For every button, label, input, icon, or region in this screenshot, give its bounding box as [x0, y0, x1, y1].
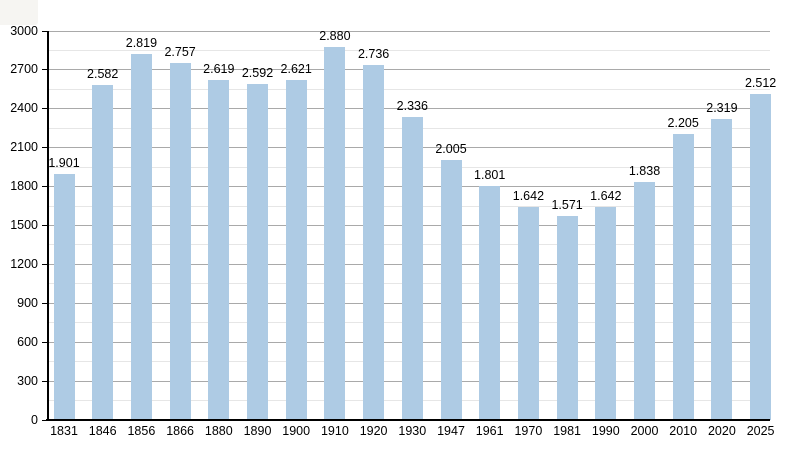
- x-tick-label-1981: 1981: [553, 424, 581, 438]
- major-gridline: [48, 108, 770, 110]
- bar-1890: [247, 83, 268, 420]
- y-tick-mark: [42, 341, 48, 343]
- bar-value-label: 1.642: [512, 189, 545, 204]
- bar-value-label: 1.571: [551, 198, 583, 213]
- y-tick-mark: [42, 186, 48, 188]
- y-axis-line: [47, 31, 49, 420]
- bar-1910: [324, 46, 346, 420]
- y-tick-mark: [42, 302, 48, 304]
- x-tick-label-2010: 2010: [669, 424, 698, 438]
- minor-gridline: [48, 49, 770, 51]
- bar-value-label: 2.582: [87, 67, 119, 82]
- bar-1856: [130, 54, 152, 420]
- bar-value-label: 2.005: [435, 142, 467, 157]
- bar-1880: [208, 80, 230, 420]
- x-tick-label-1947: 1947: [437, 424, 465, 438]
- x-tick-label-1900: 1900: [282, 424, 311, 438]
- bar-1990: [595, 207, 617, 420]
- bar-1846: [92, 85, 114, 420]
- y-tick-label: 1200: [10, 256, 38, 271]
- bar-1920: [363, 65, 385, 420]
- y-tick-label: 0: [31, 412, 38, 427]
- bar-value-label: 2.205: [667, 116, 699, 131]
- bar-value-label: 2.336: [396, 99, 428, 114]
- bar-value-label: 1.642: [590, 189, 622, 204]
- y-tick-mark: [42, 30, 48, 32]
- x-tick-label-1961: 1961: [475, 424, 504, 438]
- y-tick-label: 600: [17, 334, 38, 349]
- y-tick-label: 900: [17, 295, 38, 310]
- y-tick-label: 2100: [10, 140, 38, 155]
- bar-value-label: 2.512: [744, 76, 777, 91]
- bar-2025: [750, 94, 772, 420]
- y-tick-label: 1500: [10, 218, 38, 232]
- y-tick-label: 2700: [10, 62, 38, 77]
- x-tick-label-1856: 1856: [127, 424, 156, 438]
- bar-value-label: 1.801: [474, 168, 506, 183]
- bar-value-label: 2.819: [125, 36, 158, 51]
- y-tick-mark: [42, 380, 48, 382]
- y-tick-mark: [42, 419, 48, 421]
- y-tick-mark: [42, 263, 48, 265]
- x-axis-line: [46, 419, 770, 421]
- major-gridline: [48, 69, 770, 71]
- y-tick-label: 3000: [10, 23, 38, 38]
- bar-2010: [672, 134, 694, 420]
- major-gridline: [48, 30, 770, 32]
- bar-1866: [169, 62, 191, 420]
- x-tick-label-1990: 1990: [591, 424, 620, 438]
- bar-value-label: 2.736: [357, 47, 390, 62]
- y-tick-label: 2400: [10, 101, 38, 116]
- x-tick-label-1866: 1866: [166, 424, 194, 438]
- bar-2000: [634, 181, 655, 420]
- bar-value-label: 2.880: [319, 28, 351, 43]
- x-tick-label-1831: 1831: [50, 424, 78, 438]
- bar-1961: [479, 186, 501, 420]
- bar-1900: [285, 80, 307, 420]
- bar-value-label: 1.838: [628, 163, 661, 178]
- bar-value-label: 2.619: [203, 62, 235, 77]
- x-tick-label-2000: 2000: [630, 424, 659, 438]
- bar-1970: [517, 207, 539, 420]
- bar-value-label: 2.592: [241, 65, 274, 80]
- bar-value-label: 1.901: [48, 155, 80, 170]
- y-tick-label: 300: [17, 373, 38, 388]
- x-tick-label-1890: 1890: [243, 424, 272, 438]
- bar-1981: [556, 216, 578, 420]
- x-tick-label-1846: 1846: [88, 424, 117, 438]
- y-tick-mark: [42, 225, 48, 226]
- y-tick-mark: [42, 69, 48, 71]
- bar-2020: [711, 119, 733, 420]
- bar-1947: [440, 160, 462, 420]
- x-tick-label-1930: 1930: [398, 424, 427, 438]
- bar-value-label: 2.757: [164, 44, 196, 59]
- bar-1831: [53, 173, 75, 420]
- y-tick-mark: [42, 147, 48, 149]
- x-tick-label-1880: 1880: [204, 424, 233, 438]
- bar-1930: [401, 117, 423, 420]
- y-tick-label: 1800: [10, 179, 38, 194]
- y-tick-mark: [42, 108, 48, 110]
- x-tick-label-1910: 1910: [320, 424, 349, 438]
- x-tick-label-2020: 2020: [707, 424, 736, 438]
- page-corner-fragment: [0, 0, 38, 25]
- minor-gridline: [48, 88, 770, 90]
- bar-value-label: 2.319: [706, 101, 738, 116]
- x-tick-label-2025: 2025: [746, 424, 775, 438]
- bar-value-label: 2.621: [280, 62, 312, 77]
- x-tick-label-1920: 1920: [359, 424, 388, 438]
- x-tick-label-1970: 1970: [514, 424, 543, 438]
